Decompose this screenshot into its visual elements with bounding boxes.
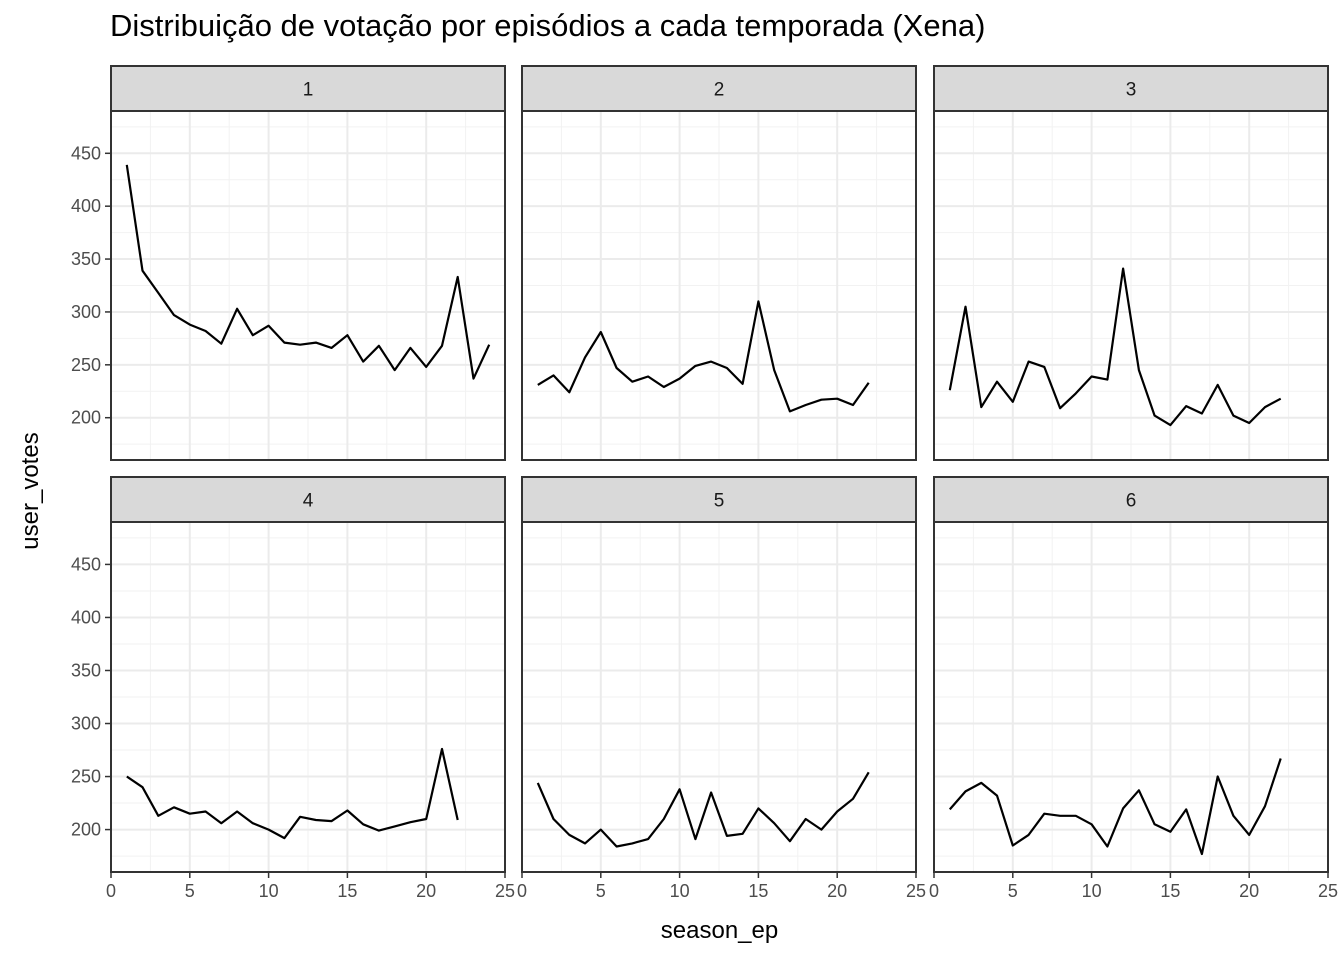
facet-strip	[110, 476, 506, 523]
x-tick-label: 15	[1160, 881, 1180, 901]
facet-strip	[933, 476, 1329, 523]
facet-strip	[521, 476, 917, 523]
y-tick-label: 350	[71, 660, 101, 680]
facet-strip-label: 5	[714, 491, 725, 512]
y-tick-label: 450	[71, 554, 101, 574]
x-tick-label: 10	[670, 881, 690, 901]
facet-strip-label: 6	[1126, 491, 1137, 512]
x-tick-label: 25	[1318, 881, 1338, 901]
y-tick-label: 200	[71, 820, 101, 840]
x-axis-title: season_ep	[661, 917, 778, 944]
facet-strip	[933, 65, 1329, 112]
y-tick-label: 200	[71, 408, 101, 428]
series-line-season-3	[948, 267, 1282, 427]
x-tick-label: 25	[906, 881, 926, 901]
x-tick-label: 5	[596, 881, 606, 901]
x-tick-label: 25	[495, 881, 515, 901]
facet-strip-label: 4	[303, 491, 314, 512]
x-tick-label: 10	[259, 881, 279, 901]
facet-strip-label: 2	[714, 80, 725, 101]
x-tick-label: 20	[827, 881, 847, 901]
x-tick-label: 20	[416, 881, 436, 901]
y-tick-label: 400	[71, 607, 101, 627]
x-tick-label: 0	[929, 881, 939, 901]
x-tick-label: 5	[185, 881, 195, 901]
y-tick-label: 350	[71, 249, 101, 269]
x-tick-label: 0	[106, 881, 116, 901]
x-tick-label: 20	[1239, 881, 1259, 901]
y-tick-label: 450	[71, 143, 101, 163]
series-line-season-5	[536, 771, 870, 848]
y-tick-label: 300	[71, 714, 101, 734]
series-line-season-1	[125, 164, 491, 380]
facet-strip-label: 1	[303, 80, 314, 101]
x-tick-label: 15	[337, 881, 357, 901]
y-tick-label: 250	[71, 767, 101, 787]
y-axis-title: user_votes	[17, 432, 44, 549]
series-line-season-6	[948, 758, 1282, 856]
facet-strip-label: 3	[1126, 80, 1137, 101]
x-tick-label: 10	[1082, 881, 1102, 901]
y-tick-label: 400	[71, 196, 101, 216]
x-tick-label: 5	[1008, 881, 1018, 901]
y-tick-label: 250	[71, 355, 101, 375]
x-tick-label: 0	[517, 881, 527, 901]
facet-strip	[521, 65, 917, 112]
y-tick-label: 300	[71, 302, 101, 322]
series-line-season-2	[537, 300, 870, 413]
series-line-season-4	[126, 747, 459, 840]
chart-title: Distribuição de votação por episódios a …	[110, 8, 986, 43]
x-tick-label: 15	[748, 881, 768, 901]
facet-strip	[110, 65, 506, 112]
